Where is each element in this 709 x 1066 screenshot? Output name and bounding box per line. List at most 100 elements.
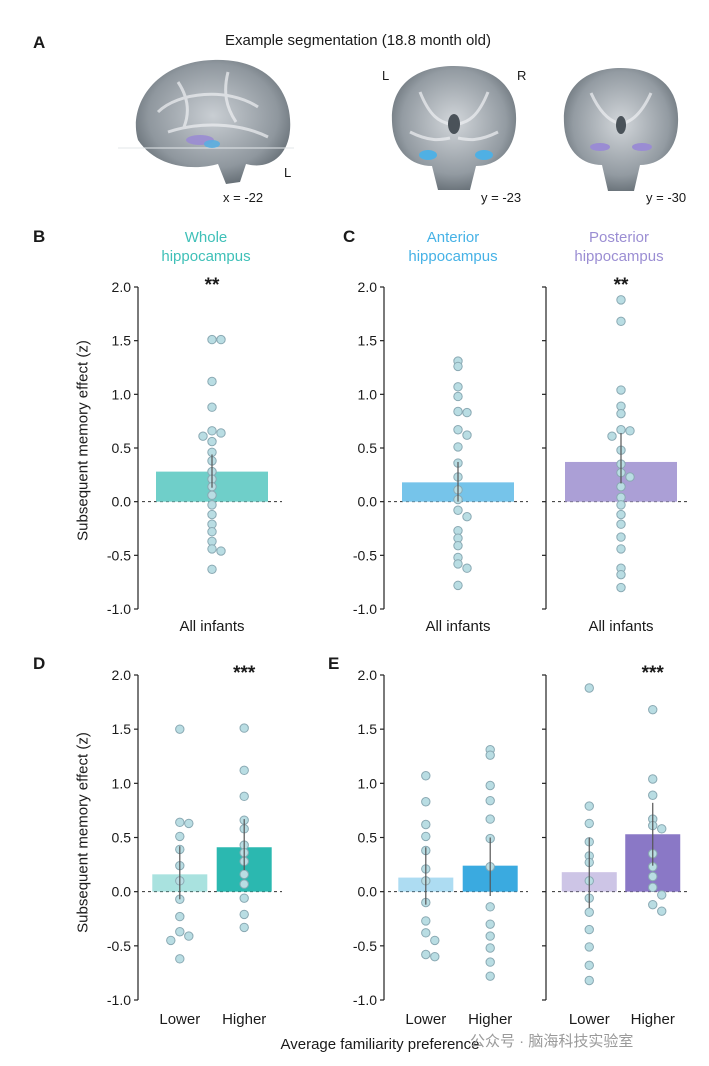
coronal-anterior-coord-label: y = -23 <box>481 190 522 205</box>
panel-e-posterior-data-point <box>584 683 594 693</box>
segmentation-title: Example segmentation (18.8 month old) <box>225 32 491 49</box>
panel-e-anterior-data-point <box>421 949 431 960</box>
panel-d-data-point <box>239 893 249 903</box>
panel-e-posterior-data-point <box>648 774 658 784</box>
panel-e-anterior-data-point <box>421 797 431 807</box>
panel-d-tick-label: 0.0 <box>112 884 132 900</box>
panel-b-category-label: All infants <box>179 618 244 635</box>
panel-e-posterior-data-point <box>648 871 658 882</box>
panel-e-posterior-data-point <box>657 906 667 916</box>
posterior-hippocampus-title: Posterior hippocampus <box>549 228 689 266</box>
panel-e-anterior-data-point <box>485 795 495 806</box>
panel-c-posterior-data-point <box>616 569 626 580</box>
brain-coronal-anterior-image <box>380 62 527 192</box>
panel-d-category-label: Higher <box>222 1011 266 1028</box>
panel-e-anterior-tick-label: 2.0 <box>358 667 378 683</box>
panel-c-posterior-data-point <box>616 295 626 305</box>
panel-d-data-point <box>166 935 176 946</box>
panel-b-data-point <box>207 509 217 520</box>
panel-b-data-point <box>198 431 208 441</box>
panel-c-posterior-data-point <box>616 408 626 419</box>
panel-c-anterior-data-point <box>453 540 463 551</box>
panel-e-posterior-data-point <box>584 942 594 952</box>
panel-b-data-point <box>207 402 217 412</box>
panel-e-anterior-data-point <box>485 780 495 791</box>
panel-d-data-point <box>239 922 249 933</box>
panel-b-tick-label: 0.0 <box>112 494 132 510</box>
sagittal-coord-label: x = -22 <box>223 190 264 205</box>
panel-d-data-point <box>175 911 185 922</box>
panel-e-anterior-data-point <box>430 951 440 962</box>
panel-c-anterior-category-label: All infants <box>425 618 490 635</box>
panel-c-posterior-data-point <box>616 316 626 327</box>
panel-b-data-point <box>207 376 217 387</box>
panel-d-data-point <box>239 723 249 733</box>
panel-c-anterior-data-point <box>453 505 463 515</box>
panel-d-data-point <box>184 818 194 829</box>
panel-d-tick-label: 0.5 <box>112 830 132 846</box>
panel-e-posterior-data-point <box>657 890 667 900</box>
sagittal-side-label: L <box>284 165 292 180</box>
panel-c-anterior-tick-label: -0.5 <box>353 547 377 563</box>
panel-c-anterior-data-point <box>462 407 472 418</box>
brain-sagittal-image <box>118 52 294 190</box>
panel-c-posterior-data-point <box>625 426 635 436</box>
panel-d-data-point <box>175 724 185 734</box>
panel-letter-e: E <box>328 654 340 673</box>
coronal-posterior-coord-label: y = -30 <box>646 190 687 205</box>
panel-b-tick-label: 2.0 <box>112 279 132 295</box>
panel-e-anterior-data-point <box>485 971 495 981</box>
panel-e-posterior-data-point <box>648 790 658 800</box>
panel-b-tick-label: -1.0 <box>107 601 131 617</box>
watermark-text: 公众号 · 脑海科技实验室 <box>470 1033 634 1050</box>
panel-e-anterior-tick-label: 1.0 <box>358 775 378 791</box>
brain-coronal-posterior-image <box>556 65 686 193</box>
panel-d-data-point <box>175 954 185 964</box>
panel-d-tick-label: 1.0 <box>112 775 132 791</box>
panel-letter-c: C <box>343 227 356 246</box>
panel-e-anterior-tick-label: -1.0 <box>353 992 377 1008</box>
panel-c-posterior-data-point <box>616 544 626 554</box>
panel-b-data-point <box>207 500 217 510</box>
panel-d-tick-label: 1.5 <box>112 721 132 737</box>
panel-b-data-point <box>207 527 217 537</box>
panel-c-anterior-tick-label: 1.0 <box>358 386 378 402</box>
x-axis-footer-label: Average familiarity preference <box>280 1036 480 1053</box>
panel-d-data-point <box>239 869 249 880</box>
panel-b-data-point <box>216 334 226 345</box>
panel-e-anterior-data-point <box>421 819 431 830</box>
panel-e-anterior-data-point <box>421 831 431 842</box>
panel-c-anterior-data-point <box>453 391 463 402</box>
panel-c-anterior-data-point <box>453 425 463 435</box>
panel-c-anterior-tick-label: 1.5 <box>358 333 378 349</box>
panel-c-anterior-data-point <box>453 361 463 372</box>
panel-c-anterior-tick-label: -1.0 <box>353 601 377 617</box>
panel-d-data-point <box>239 765 249 776</box>
panel-c-posterior-data-point <box>616 532 626 542</box>
panel-e-anterior-tick-label: 0.0 <box>358 884 378 900</box>
panel-d-data-point <box>239 879 249 889</box>
panel-d-data-point <box>175 927 185 937</box>
panel-c-anterior-data-point <box>462 563 472 573</box>
panel-e-posterior-data-point <box>657 824 667 834</box>
panel-e-anterior-data-point <box>421 916 431 926</box>
panel-b-significance-stars: ** <box>205 275 220 296</box>
panel-b-data-point <box>216 428 226 438</box>
panel-b-tick-label: 1.5 <box>112 333 132 349</box>
panel-d-tick-label: -0.5 <box>107 938 131 954</box>
panel-d-data-point <box>239 791 249 802</box>
posterior-title-line1: Posterior <box>588 229 650 246</box>
posterior-title-line2: hippocampus <box>574 248 664 265</box>
panel-e-posterior-data-point <box>584 801 594 811</box>
panel-c-posterior-data-point <box>616 425 626 435</box>
panel-e-anterior-data-point <box>485 957 495 967</box>
coronal-right-label: R <box>517 68 527 83</box>
panel-e-posterior-data-point <box>648 704 658 715</box>
panel-c-posterior-data-point <box>616 481 626 492</box>
panel-c-anterior-data-point <box>462 430 472 440</box>
panel-e-posterior-data-point <box>584 975 594 986</box>
panel-c-anterior-data-point <box>462 511 472 522</box>
panel-d-data-point <box>175 831 185 842</box>
panel-c-anterior-data-point <box>453 442 463 452</box>
